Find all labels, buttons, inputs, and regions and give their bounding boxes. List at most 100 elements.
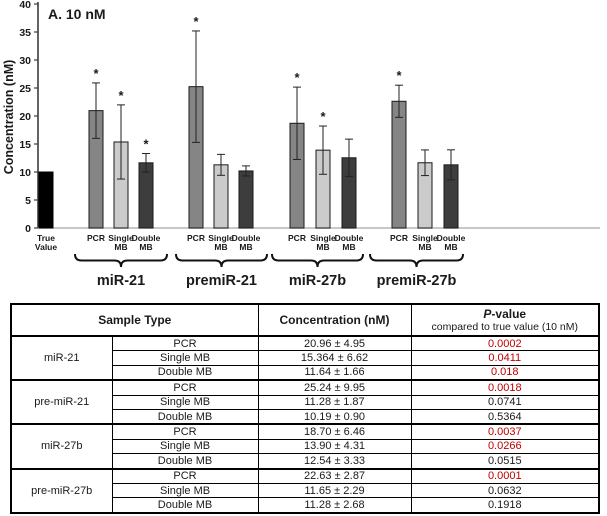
x-tick-label-method: Single bbox=[108, 233, 134, 243]
col-header-sample-type: Sample Type bbox=[10, 303, 259, 337]
pvalue-cell: 0.0741 bbox=[410, 394, 600, 410]
table-row: Single MB 11.65 ± 2.29 0.0632 bbox=[11, 482, 600, 499]
pvalue-cell: 0.0001 bbox=[410, 467, 600, 484]
pvalue-cell: 0.1918 bbox=[410, 497, 600, 514]
x-tick-label-method: Double bbox=[437, 233, 466, 243]
pvalue-cell: 0.018 bbox=[410, 364, 600, 381]
y-tick-label: 30 bbox=[19, 55, 31, 67]
method-cell: PCR bbox=[111, 379, 259, 396]
concentration-cell: 11.28 ± 2.68 bbox=[257, 497, 412, 514]
significance-asterisk: * bbox=[396, 68, 402, 83]
bar-premiR-21-Double MB bbox=[238, 170, 254, 229]
method-cell: Double MB bbox=[111, 453, 259, 470]
bar-premiR-27b-PCR bbox=[391, 100, 407, 229]
table-row: miR-27b PCR 18.70 ± 6.46 0.0037 bbox=[10, 423, 600, 470]
concentration-cell: 22.63 ± 2.87 bbox=[257, 467, 412, 484]
method-cell: Single MB bbox=[111, 394, 259, 410]
significance-asterisk: * bbox=[93, 66, 99, 81]
x-tick-label-method: MB bbox=[418, 242, 431, 252]
concentration-cell: 13.90 ± 4.31 bbox=[257, 438, 412, 455]
group-brace bbox=[369, 253, 464, 268]
concentration-cell: 10.19 ± 0.90 bbox=[257, 408, 412, 425]
method-cell: Double MB bbox=[111, 408, 259, 425]
x-tick-label-method: MB bbox=[139, 242, 152, 252]
concentration-cell: 20.96 ± 4.95 bbox=[257, 335, 412, 352]
concentration-cell: 18.70 ± 6.46 bbox=[257, 423, 412, 440]
method-cell: Single MB bbox=[111, 438, 259, 455]
pvalue-cell: 0.0018 bbox=[410, 379, 600, 396]
col-header-concentration: Concentration (nM) bbox=[257, 303, 412, 337]
y-tick-label: 15 bbox=[19, 139, 31, 151]
y-tick-label: 10 bbox=[19, 167, 31, 179]
method-cell: PCR bbox=[111, 423, 259, 440]
table-row: Single MB 15.364 ± 6.62 0.0411 bbox=[11, 350, 600, 366]
x-tick-label-method: PCR bbox=[187, 233, 205, 243]
table-row: pre-miR-27b PCR 22.63 ± 2.87 0.0001 bbox=[10, 467, 600, 514]
table-row: Double MB 11.28 ± 2.68 0.1918 bbox=[11, 497, 600, 514]
group-brace bbox=[271, 253, 364, 268]
y-tick-label: 40 bbox=[19, 0, 31, 11]
x-tick-label-method: MB bbox=[444, 242, 457, 252]
concentration-cell: 11.65 ± 2.29 bbox=[257, 482, 412, 499]
table-row: Single MB 13.90 ± 4.31 0.0266 bbox=[11, 438, 600, 455]
table-row: Double MB 12.54 ± 3.33 0.0515 bbox=[11, 453, 600, 470]
significance-asterisk: * bbox=[143, 137, 149, 152]
group-label-premiR-27b: premiR-27b bbox=[377, 273, 457, 289]
concentration-cell: 11.28 ± 1.87 bbox=[257, 394, 412, 410]
concentration-cell: 15.364 ± 6.62 bbox=[257, 350, 412, 366]
x-tick-label-true-value: True bbox=[37, 233, 55, 243]
significance-asterisk: * bbox=[193, 14, 199, 29]
significance-asterisk: * bbox=[294, 70, 300, 85]
table-row: Single MB 11.28 ± 1.87 0.0741 bbox=[11, 394, 600, 410]
x-tick-label-method: MB bbox=[214, 242, 227, 252]
sample-group-cell: pre-miR-21 bbox=[10, 379, 113, 425]
sample-group-cell: miR-21 bbox=[10, 334, 113, 381]
sample-group-cell: miR-27b bbox=[10, 423, 113, 470]
y-tick-label: 5 bbox=[25, 195, 31, 207]
y-tick-label: 25 bbox=[19, 83, 31, 95]
x-tick-label-method: MB bbox=[239, 242, 252, 252]
x-tick-label-method: Double bbox=[232, 233, 261, 243]
concentration-cell: 12.54 ± 3.33 bbox=[257, 453, 412, 470]
significance-asterisk: * bbox=[320, 109, 326, 124]
panel-title: A. 10 nM bbox=[48, 6, 106, 22]
y-tick-label: 35 bbox=[19, 27, 31, 39]
x-tick-label-method: PCR bbox=[87, 233, 105, 243]
table-header-row: Sample Type Concentration (nM) P-value c… bbox=[10, 303, 600, 337]
x-tick-label-method: Single bbox=[412, 233, 438, 243]
table-row: Double MB 10.19 ± 0.90 0.5364 bbox=[11, 408, 600, 425]
x-tick-label-method: Single bbox=[208, 233, 234, 243]
results-table: Sample Type Concentration (nM) P-value c… bbox=[10, 303, 601, 514]
x-tick-label-method: MB bbox=[342, 242, 355, 252]
pvalue-cell: 0.5364 bbox=[410, 408, 600, 425]
x-tick-label-method: PCR bbox=[390, 233, 408, 243]
method-cell: Single MB bbox=[111, 482, 259, 499]
pvalue-cell: 0.0515 bbox=[410, 453, 600, 470]
pvalue-header-subtitle: compared to true value (10 nM) bbox=[431, 320, 579, 333]
x-tick-label-method: Double bbox=[335, 233, 364, 243]
method-cell: Single MB bbox=[111, 350, 259, 366]
method-cell: Double MB bbox=[111, 497, 259, 514]
concentration-cell: 11.64 ± 1.66 bbox=[257, 364, 412, 381]
method-cell: Double MB bbox=[111, 364, 259, 381]
x-tick-label-method: MB bbox=[316, 242, 329, 252]
pvalue-cell: 0.0266 bbox=[410, 438, 600, 455]
x-tick-label-method: PCR bbox=[288, 233, 306, 243]
x-tick-label-method: MB bbox=[114, 242, 127, 252]
group-label-premiR-21: premiR-21 bbox=[186, 273, 257, 289]
y-tick-label: 20 bbox=[19, 111, 31, 123]
method-cell: PCR bbox=[111, 467, 259, 484]
table-row: miR-21 PCR 20.96 ± 4.95 0.0002 bbox=[10, 334, 600, 381]
x-tick-label-method: Double bbox=[132, 233, 161, 243]
sample-group-cell: pre-miR-27b bbox=[10, 467, 113, 514]
pvalue-cell: 0.0411 bbox=[410, 350, 600, 366]
significance-asterisk: * bbox=[118, 88, 124, 103]
concentration-cell: 25.24 ± 9.95 bbox=[257, 379, 412, 396]
pvalue-cell: 0.0037 bbox=[410, 423, 600, 440]
pvalue-cell: 0.0632 bbox=[410, 482, 600, 499]
pvalue-cell: 0.0002 bbox=[410, 335, 600, 352]
bar-true-value bbox=[38, 171, 54, 229]
y-tick-label: 0 bbox=[25, 223, 31, 235]
method-cell: PCR bbox=[111, 335, 259, 352]
group-label-miR-27b: miR-27b bbox=[289, 273, 346, 289]
